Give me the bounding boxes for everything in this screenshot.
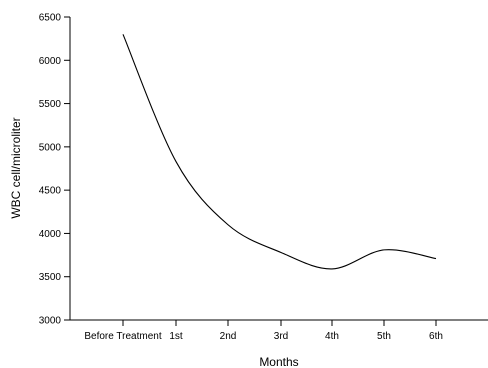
y-tick-label: 4000 [39,229,62,240]
x-tick-label: 5th [377,331,391,342]
y-tick-label: 6000 [39,56,62,67]
y-axis-title: WBC cell/microliter [9,117,23,218]
x-tick-label: 4th [325,331,339,342]
x-tick-label: Before Treatment [84,331,161,342]
x-tick-label: 2nd [220,331,237,342]
y-tick-label: 4500 [39,186,62,197]
y-tick-label: 3500 [39,272,62,283]
x-ticks: Before Treatment 1st 2nd 3rd 4th 5th 6th [84,320,443,342]
y-tick-label: 5500 [39,99,62,110]
y-ticks: 3000 3500 4000 4500 5000 5500 6000 6500 [39,13,70,327]
y-tick-label: 6500 [39,13,62,24]
x-tick-label: 6th [429,331,443,342]
x-tick-label: 1st [169,331,183,342]
y-tick-label: 3000 [39,316,62,327]
x-tick-label: 3rd [274,331,288,342]
series-line [122,34,437,270]
y-tick-label: 5000 [39,142,62,153]
x-axis-title: Months [259,355,298,368]
